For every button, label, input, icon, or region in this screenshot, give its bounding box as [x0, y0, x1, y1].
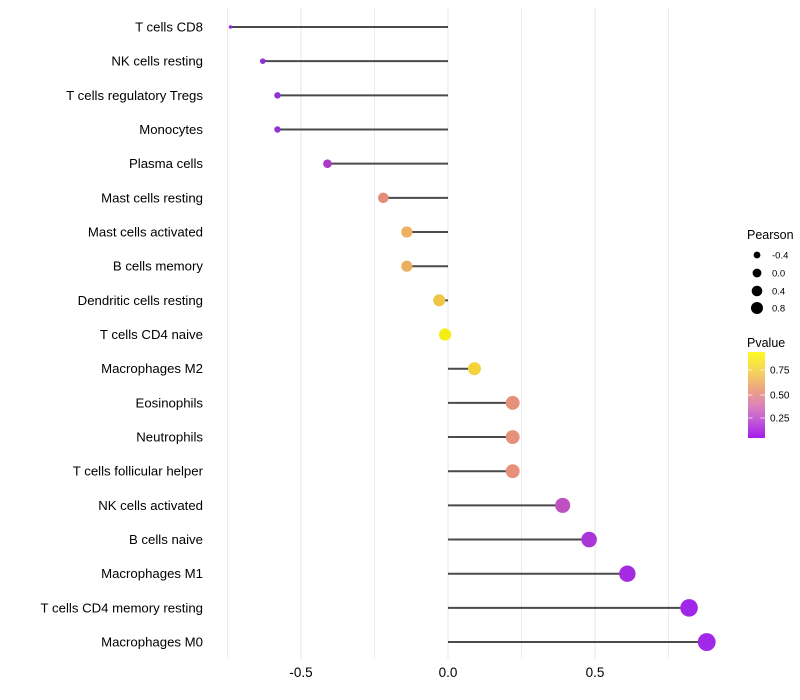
- lollipop-dot: [378, 192, 389, 204]
- lollipop-dot: [505, 464, 520, 479]
- pvalue-tick-label: 0.25: [770, 414, 790, 425]
- legend-size-dot: [752, 268, 762, 278]
- x-axis-tick-label: -0.5: [289, 665, 312, 680]
- y-axis-label: Plasma cells: [129, 156, 203, 171]
- y-axis-label: Macrophages M0: [101, 635, 203, 650]
- y-axis-label: Macrophages M1: [101, 566, 203, 581]
- pvalue-gradient-bar: [748, 352, 765, 438]
- legend-size-dot: [751, 285, 763, 297]
- y-axis-label: Monocytes: [139, 122, 203, 137]
- legend-title-pearson: Pearson: [747, 228, 794, 242]
- y-axis-label: Macrophages M2: [101, 361, 203, 376]
- lollipop-dot: [697, 633, 716, 651]
- lollipop-dot: [274, 126, 281, 133]
- legend-size-label: 0.4: [772, 287, 785, 298]
- y-axis-label: Dendritic cells resting: [78, 293, 203, 308]
- lollipop-dot: [401, 260, 413, 272]
- lollipop-dot: [581, 531, 597, 548]
- y-axis-label: NK cells activated: [98, 498, 203, 513]
- lollipop-dot: [259, 58, 266, 65]
- y-axis-label: T cells follicular helper: [73, 464, 204, 479]
- lollipop-dot: [401, 226, 413, 238]
- y-axis-label: B cells memory: [113, 259, 204, 274]
- y-axis-label: B cells naive: [129, 532, 203, 547]
- y-axis-label: Neutrophils: [136, 430, 203, 445]
- x-axis-tick-label: 0.5: [586, 665, 605, 680]
- legend-size-label: 0.8: [772, 304, 785, 315]
- lollipop-dot: [505, 430, 520, 445]
- lollipop-dot: [555, 497, 571, 513]
- lollipop-dot: [467, 362, 481, 376]
- y-axis-label: T cells regulatory Tregs: [66, 88, 203, 103]
- lollipop-dot: [619, 565, 636, 582]
- pvalue-tick-label: 0.75: [770, 366, 790, 377]
- legend-size-label: 0.0: [772, 269, 785, 280]
- legend-title-pvalue: Pvalue: [747, 336, 785, 350]
- lollipop-dot: [505, 395, 520, 410]
- x-axis-tick-label: 0.0: [439, 665, 458, 680]
- legend-size-dot: [751, 302, 763, 314]
- y-axis-label: NK cells resting: [111, 54, 203, 69]
- y-axis-label: T cells CD4 memory resting: [41, 600, 203, 615]
- lollipop-dot: [323, 159, 332, 168]
- y-axis-label: Eosinophils: [136, 395, 204, 410]
- lollipop-dot: [433, 294, 446, 307]
- y-axis-label: T cells CD4 naive: [100, 327, 203, 342]
- y-axis-label: Mast cells activated: [88, 225, 203, 240]
- pvalue-tick-label: 0.50: [770, 391, 790, 402]
- legend-size-dot: [753, 251, 761, 259]
- y-axis-label: Mast cells resting: [101, 190, 203, 205]
- lollipop-dot: [438, 328, 452, 341]
- lollipop-dot: [680, 599, 698, 617]
- y-axis-label: T cells CD8: [135, 20, 203, 35]
- lollipop-dot: [228, 25, 233, 29]
- legend-size-label: -0.4: [772, 251, 788, 262]
- lollipop-dot: [274, 92, 281, 99]
